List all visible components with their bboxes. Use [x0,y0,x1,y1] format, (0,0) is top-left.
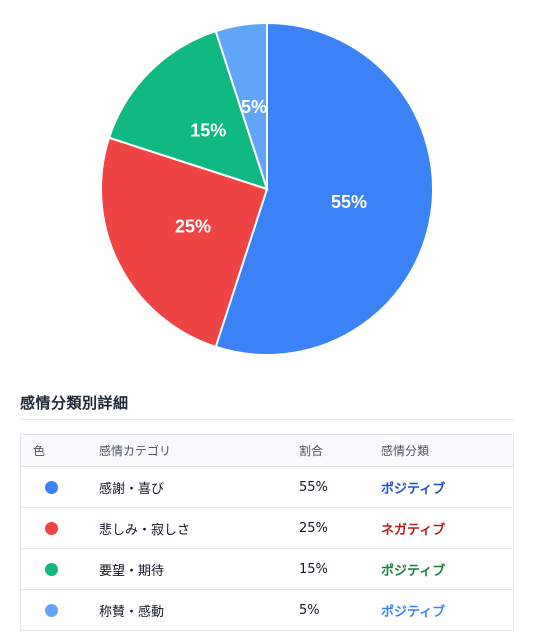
ratio-cell: 5% [299,602,320,618]
category-cell: 感謝・喜び [99,481,165,497]
color-dot-icon [45,562,58,576]
header-color: 色 [33,444,46,458]
color-cell [21,508,100,549]
ratio-cell: 15% [299,561,328,577]
classification-cell: ネガティブ [381,508,514,549]
slice-percent-label: 25% [175,217,211,237]
classification-cell: ポジティブ [381,590,514,631]
detail-section-title: 感情分類別詳細 [20,394,129,412]
classification-label: ポジティブ [381,481,446,497]
classification-label: ネガティブ [381,522,446,538]
slice-percent-label: 15% [190,120,226,140]
color-cell [21,549,100,590]
ratio-cell: 55% [299,479,328,495]
classification-cell: ポジティブ [381,549,514,590]
table-row: 悲しみ・寂しさ 25% ネガティブ [20,507,514,549]
color-cell [21,590,100,631]
category-cell: 悲しみ・寂しさ [99,522,191,538]
pie-slice [100,136,269,349]
pie-chart-svg: 55% 25% 15% 5% [100,21,434,356]
title-divider [20,419,514,420]
header-classification: 感情分類 [381,444,430,458]
table-row: 要望・期待 15% ポジティブ [20,548,514,590]
table-header-row: 色 感情カテゴリ 割合 感情分類 [20,434,514,467]
classification-label: ポジティブ [381,563,446,579]
color-dot-icon [45,603,58,617]
header-category: 感情カテゴリ [99,444,172,458]
ratio-cell: 25% [299,520,328,536]
pie-chart: 55% 25% 15% 5% [100,21,434,356]
emotion-detail-table: 色 感情カテゴリ 割合 感情分類 感謝・喜び 55% ポジティブ 悲しみ・寂しさ… [20,434,514,631]
slice-percent-label: 5% [241,97,267,117]
color-dot-icon [45,521,58,535]
classification-cell: ポジティブ [381,467,514,508]
table-row: 感謝・喜び 55% ポジティブ [20,466,514,508]
category-cell: 称賛・感動 [99,604,165,620]
pie-slice [214,21,434,356]
header-ratio: 割合 [299,444,324,458]
pie-slice [214,21,268,190]
category-cell: 要望・期待 [99,563,165,579]
color-dot-icon [45,480,58,494]
classification-label: ポジティブ [381,604,446,620]
table-row: 称賛・感動 5% ポジティブ [20,589,514,631]
slice-percent-label: 55% [331,192,367,212]
color-cell [21,467,100,508]
